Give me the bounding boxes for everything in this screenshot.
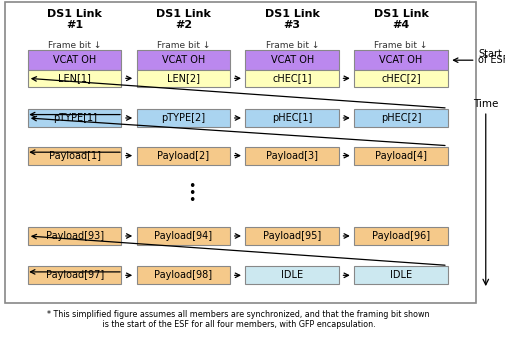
Text: Frame bit ↓: Frame bit ↓ [48,41,101,50]
Text: pTYPE[1]: pTYPE[1] [53,113,96,123]
Bar [136,50,230,55]
Bar [28,227,121,245]
Text: •: • [188,180,195,193]
Text: DS1 Link
#3: DS1 Link #3 [264,9,319,30]
Bar [5,2,475,303]
Text: Payload[94]: Payload[94] [154,231,212,241]
Bar [354,266,447,284]
Text: VCAT OH: VCAT OH [162,55,205,65]
Bar [245,70,338,87]
Text: DS1 Link
#2: DS1 Link #2 [156,9,211,30]
Text: of ESF: of ESF [477,55,505,65]
Text: Payload[4]: Payload[4] [374,150,426,161]
Text: •: • [188,194,195,207]
Bar [245,50,338,70]
Bar [28,70,121,87]
Text: pHEC[1]: pHEC[1] [272,113,312,123]
Text: Payload[96]: Payload[96] [371,231,429,241]
Text: Frame bit ↓: Frame bit ↓ [265,41,318,50]
Bar [28,109,121,127]
Bar [354,50,447,55]
Bar [136,50,230,70]
Text: pHEC[2]: pHEC[2] [380,113,421,123]
Text: IDLE: IDLE [389,270,411,280]
Text: LEN[1]: LEN[1] [58,73,91,83]
Bar [245,227,338,245]
Text: cHEC[2]: cHEC[2] [380,73,420,83]
Text: Payload[98]: Payload[98] [154,270,212,280]
Text: LEN[2]: LEN[2] [167,73,199,83]
Bar [245,266,338,284]
Text: Time: Time [472,98,497,109]
Text: DS1 Link
#4: DS1 Link #4 [373,9,428,30]
Bar [354,227,447,245]
Text: * This simplified figure assumes all members are synchronized, and that the fram: * This simplified figure assumes all mem… [46,310,428,329]
Bar [28,50,121,55]
Text: DS1 Link
#1: DS1 Link #1 [47,9,102,30]
Text: cHEC[1]: cHEC[1] [272,73,312,83]
Text: Payload[95]: Payload[95] [263,231,321,241]
Text: Payload[2]: Payload[2] [157,150,209,161]
Bar [28,266,121,284]
Bar [245,50,338,55]
Text: Start: Start [477,49,501,59]
Bar [136,266,230,284]
Bar [136,70,230,87]
Bar [245,147,338,165]
Text: Frame bit ↓: Frame bit ↓ [157,41,210,50]
Text: VCAT OH: VCAT OH [379,55,422,65]
Bar [354,109,447,127]
Text: •: • [188,187,195,200]
Bar [136,109,230,127]
Text: Payload[97]: Payload[97] [45,270,104,280]
Bar [354,70,447,87]
Text: Payload[93]: Payload[93] [45,231,104,241]
Text: pTYPE[2]: pTYPE[2] [161,113,205,123]
Bar [28,147,121,165]
Text: IDLE: IDLE [281,270,302,280]
Text: Frame bit ↓: Frame bit ↓ [374,41,427,50]
Bar [136,147,230,165]
Text: Payload[3]: Payload[3] [266,150,318,161]
Bar [354,147,447,165]
Bar [354,50,447,70]
Text: VCAT OH: VCAT OH [270,55,313,65]
Bar [245,109,338,127]
Text: VCAT OH: VCAT OH [53,55,96,65]
Bar [28,50,121,70]
Text: Payload[1]: Payload[1] [48,150,100,161]
Bar [136,227,230,245]
